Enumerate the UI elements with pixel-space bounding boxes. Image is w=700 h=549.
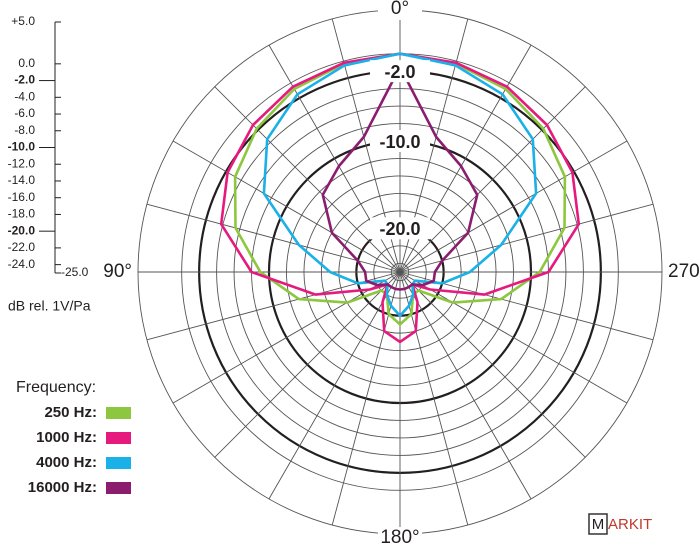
legend-label: 4000 Hz: — [36, 454, 97, 471]
legend-label: 16000 Hz: — [28, 479, 97, 496]
watermark-box — [588, 513, 608, 535]
watermark-text: ARKIT — [608, 516, 652, 533]
angle-label-bg — [378, 527, 422, 549]
ring-label-bg — [370, 60, 430, 83]
angle-label-bg — [378, 0, 422, 20]
grid-spoke — [268, 271, 401, 500]
legend-title: Frequency: — [16, 379, 96, 396]
angle-label: 90° — [103, 261, 132, 282]
y-tick-label: -18.0 — [8, 207, 36, 221]
grid-spoke — [399, 271, 628, 404]
angle-label: 0° — [391, 0, 409, 19]
y-tick-label: -25.0 — [61, 265, 89, 279]
y-tick-label: -2.0 — [14, 73, 35, 87]
ring-label: -20.0 — [379, 219, 420, 239]
grid-spoke — [399, 203, 654, 273]
watermark-m: M — [592, 516, 605, 533]
legend-swatch — [106, 482, 131, 494]
grid-spoke — [172, 271, 401, 404]
series-group — [219, 52, 581, 344]
legend-swatch — [106, 457, 131, 469]
grid-spoke — [399, 271, 586, 458]
y-tick-label: -16.0 — [8, 190, 36, 204]
y-tick-label: -8.0 — [14, 123, 35, 137]
grid-spoke — [399, 271, 469, 526]
grid-spoke — [214, 271, 401, 458]
legend-label: 1000 Hz: — [36, 429, 97, 446]
axis-label: dB rel. 1V/Pa — [8, 298, 91, 314]
angle-label: 180° — [380, 527, 419, 548]
ring-label-bg — [370, 130, 430, 152]
y-tick-label: -24.0 — [8, 257, 36, 271]
grid-spoke — [399, 140, 628, 273]
y-tick-label: -6.0 — [14, 106, 35, 120]
y-tick-label: 0.0 — [18, 56, 35, 70]
grid-spoke — [399, 86, 586, 273]
grid-spoke — [331, 271, 401, 526]
legend-label: 250 Hz: — [44, 404, 97, 421]
angle-label: 270° — [668, 261, 700, 282]
y-tick-label: -20.0 — [8, 223, 36, 237]
ring-label: -2.0 — [384, 62, 415, 82]
series-line — [262, 52, 538, 317]
grid-spoke — [146, 203, 401, 273]
y-tick-label: -12.0 — [8, 156, 36, 170]
series-line — [233, 52, 567, 326]
grid-spoke — [214, 86, 401, 273]
y-tick-label: -4.0 — [14, 89, 35, 103]
series-line — [321, 65, 479, 291]
legend-swatch — [106, 432, 131, 444]
y-tick-label: -10.0 — [8, 140, 36, 154]
series-line — [219, 52, 581, 344]
grid-spoke — [172, 140, 401, 273]
grid-spoke — [399, 271, 532, 500]
y-tick-label: +5.0 — [11, 14, 35, 28]
ring-label-bg — [370, 217, 430, 240]
legend-swatch — [106, 407, 131, 419]
y-tick-label: -22.0 — [8, 240, 36, 254]
ring-label: -10.0 — [379, 132, 420, 152]
y-tick-label: -14.0 — [8, 173, 36, 187]
